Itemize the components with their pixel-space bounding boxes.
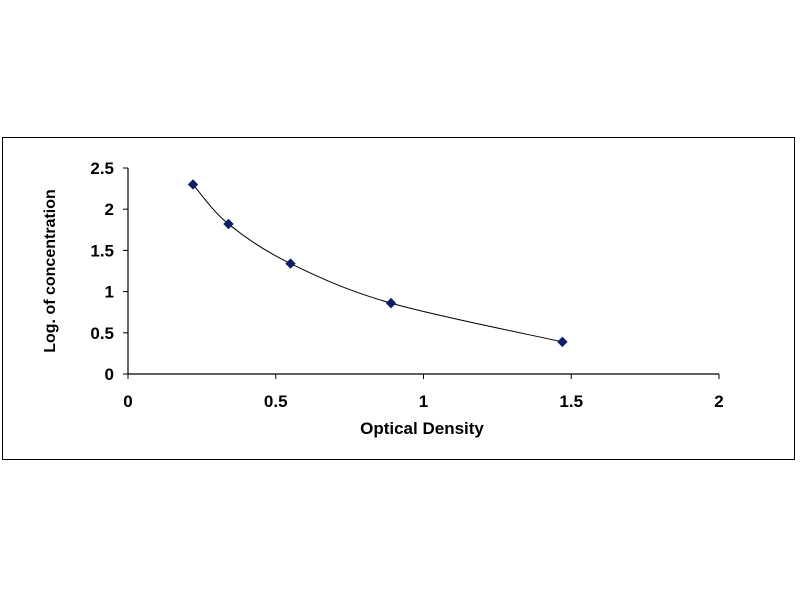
y-tick-label: 0 <box>105 365 114 384</box>
y-tick-label: 2 <box>105 200 114 219</box>
data-point <box>187 179 199 190</box>
y-tick-label: 1.5 <box>90 241 114 260</box>
data-point <box>285 258 296 269</box>
y-axis-label: Log. of concentration <box>42 189 59 353</box>
x-tick-label: 2 <box>714 392 723 411</box>
x-tick-label: 1.5 <box>559 392 583 411</box>
markers <box>187 179 568 348</box>
chart-svg: 0 0.5 1 1.5 2 0 0.5 1 1.5 2 2.5 Optical Density Lo… <box>42 159 724 438</box>
axes <box>127 168 719 375</box>
x-tick-label: 0.5 <box>264 392 288 411</box>
x-tick-label: 1 <box>419 392 428 411</box>
y-tick-label: 2.5 <box>90 159 114 178</box>
x-axis-label: Optical Density <box>360 419 484 438</box>
data-point <box>223 218 234 230</box>
x-tick-label: 0 <box>123 392 132 411</box>
data-point <box>385 297 397 309</box>
ticks: 0 0.5 1 1.5 2 0 0.5 1 1.5 2 2.5 <box>90 159 723 411</box>
y-tick-label: 0.5 <box>90 324 114 343</box>
fit-curve <box>192 184 563 343</box>
data-point <box>557 336 568 348</box>
y-tick-label: 1 <box>105 283 114 302</box>
chart-frame: 0 0.5 1 1.5 2 0 0.5 1 1.5 2 2.5 Optical Density Lo… <box>2 137 795 460</box>
